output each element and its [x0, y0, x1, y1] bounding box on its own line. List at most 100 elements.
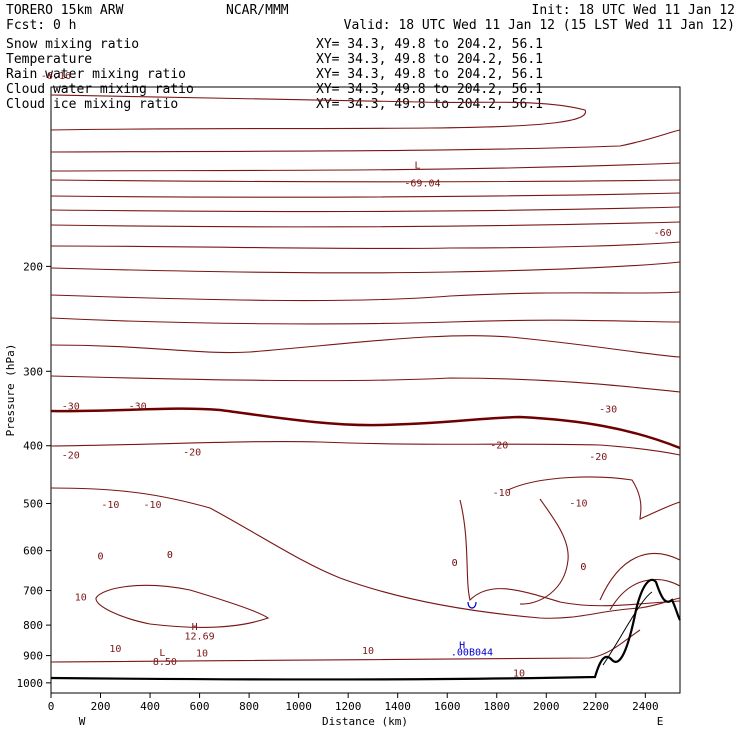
- isotherm-line: [50, 291, 681, 302]
- contour-label: -10: [569, 499, 587, 510]
- x-tick-label: 2400: [632, 700, 659, 713]
- contour-label: -20: [490, 440, 508, 451]
- valid-time: Valid: 18 UTC Wed 11 Jan 12 (15 LST Wed …: [344, 18, 735, 33]
- isotherm-line: [50, 487, 681, 619]
- y-tick-label: 200: [23, 260, 43, 273]
- contour-label: 10: [75, 593, 87, 604]
- contour-label: .00B044: [451, 648, 493, 659]
- contour-label: 0: [98, 552, 104, 563]
- x-tick-label: 1600: [434, 700, 461, 713]
- x-tick-label: 200: [91, 700, 111, 713]
- isotherm-line: [50, 129, 681, 153]
- center-name: NCAR/MMM: [226, 3, 289, 18]
- contour-label: -69.04: [404, 179, 440, 190]
- west-label: W: [79, 715, 86, 728]
- contour-label: -60: [654, 228, 672, 239]
- isotherm-group: [50, 94, 681, 663]
- terrain-secondary: [602, 591, 653, 666]
- y-tick-label: 700: [23, 585, 43, 598]
- isotherm-line: [507, 476, 681, 520]
- contour-label: -10: [101, 500, 119, 511]
- isotherm-line: [50, 192, 681, 198]
- contour-label: 10: [513, 668, 525, 679]
- x-tick-label: 1200: [335, 700, 362, 713]
- contour-label: -10: [144, 500, 162, 511]
- isotherm-line: [50, 179, 681, 183]
- isotherm-line: [50, 440, 681, 456]
- east-label: E: [657, 715, 664, 728]
- field-name: Rain water mixing ratio: [6, 67, 186, 82]
- field-xy: XY= 34.3, 49.8 to 204.2, 56.1: [316, 37, 543, 52]
- field-name: Snow mixing ratio: [6, 37, 139, 52]
- cloud-water-contour: [467, 601, 477, 609]
- contour-label: L: [414, 160, 420, 171]
- x-axis-label: Distance (km): [322, 715, 408, 728]
- contour-label: 8.50: [153, 657, 177, 668]
- isotherm-line: [609, 579, 681, 611]
- contour-label: 0: [580, 562, 586, 573]
- contour-label: 10: [109, 644, 121, 655]
- field-name: Cloud water mixing ratio: [6, 82, 194, 97]
- contour-label: 10: [196, 648, 208, 659]
- field-xy: XY= 34.3, 49.8 to 204.2, 56.1: [316, 52, 543, 67]
- isotherm-line: [50, 261, 681, 274]
- init-time: Init: 18 UTC Wed 11 Jan 12: [532, 3, 736, 18]
- y-tick-label: 900: [23, 650, 43, 663]
- x-tick-label: 1800: [483, 700, 510, 713]
- contour-label: -30: [129, 402, 147, 413]
- field-xy: XY= 34.3, 49.8 to 204.2, 56.1: [316, 97, 543, 112]
- isotherm-line: [50, 206, 681, 213]
- isotherm-line: [50, 241, 681, 250]
- forecast-hour: Fcst: 0 h: [6, 18, 76, 33]
- x-tick-label: 1000: [285, 700, 312, 713]
- isotherm-line: [50, 94, 587, 131]
- contour-label: L: [159, 648, 165, 659]
- zero-isotherm: [50, 407, 681, 450]
- contour-label: 0: [452, 558, 458, 569]
- isotherm-line: [50, 335, 681, 358]
- x-tick-label: 2000: [533, 700, 560, 713]
- contour-label: -20: [589, 452, 607, 463]
- field-name: Temperature: [6, 52, 92, 67]
- y-tick-label: 400: [23, 440, 43, 453]
- contour-label: 12.69: [185, 632, 215, 643]
- x-tick-label: 1400: [384, 700, 411, 713]
- x-tick-label: 800: [239, 700, 259, 713]
- y-axis-label: Pressure (hPa): [4, 344, 17, 437]
- isotherm-line: [599, 552, 681, 601]
- isotherm-line: [50, 375, 681, 393]
- contour-label: -30: [599, 405, 617, 416]
- contour-label: 10: [362, 646, 374, 657]
- isotherm-line: [50, 162, 681, 172]
- contour-label: H: [459, 641, 465, 652]
- contour-label-group: -69.04 L -60 -30 -30 -30 -20 -20 -20 -20 -10 -10 -10…: [41, 71, 672, 679]
- y-tick-label: 800: [23, 619, 43, 632]
- field-legend: Snow mixing ratio XY= 34.3, 49.8 to 204.…: [6, 37, 543, 112]
- isotherm-line: [95, 584, 270, 628]
- y-axis: 200 300 400 500 600 700 800 900 1000: [17, 260, 51, 690]
- y-tick-label: 500: [23, 497, 43, 510]
- x-tick-label: 400: [140, 700, 160, 713]
- isotherm-line: [50, 221, 681, 228]
- contour-label: -20: [183, 447, 201, 458]
- contour-label: 0: [167, 550, 173, 561]
- y-tick-label: 600: [23, 545, 43, 558]
- isotherm-line: [50, 629, 641, 663]
- contour-label: H: [192, 622, 198, 633]
- y-tick-label: 300: [23, 365, 43, 378]
- x-tick-label: 2200: [583, 700, 610, 713]
- isotherm-line: [459, 499, 681, 607]
- x-axis: 0 200 400 600 800 1000 1200 1400 1600 1800 2000 220…: [48, 693, 659, 713]
- x-tick-label: 0: [48, 700, 55, 713]
- field-xy: XY= 34.3, 49.8 to 204.2, 56.1: [316, 82, 543, 97]
- isotherm-line: [50, 317, 681, 325]
- field-xy: XY= 34.3, 49.8 to 204.2, 56.1: [316, 67, 543, 82]
- contour-label: -6.16: [41, 71, 71, 82]
- plot-frame: [50, 86, 681, 694]
- contour-label: -30: [62, 402, 80, 413]
- contour-label: -10: [493, 488, 511, 499]
- model-name: TORERO 15km ARW: [6, 3, 124, 18]
- terrain-line: [50, 578, 681, 681]
- contour-label: -20: [62, 450, 80, 461]
